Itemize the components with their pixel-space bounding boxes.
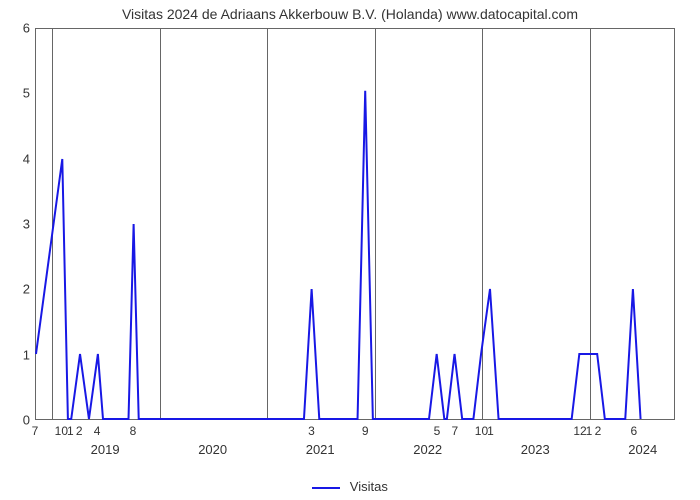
x-axis-minor-label: 7 bbox=[451, 424, 458, 438]
x-axis-minor-label: 5 bbox=[434, 424, 441, 438]
x-axis-minor-label: 6 bbox=[630, 424, 637, 438]
x-axis-major-label: 2020 bbox=[198, 442, 227, 457]
x-axis-major-label: 2021 bbox=[306, 442, 335, 457]
x-axis-minor-label: 1 bbox=[67, 424, 74, 438]
y-axis-tick-label: 0 bbox=[0, 413, 30, 428]
x-axis-minor-label: 4 bbox=[94, 424, 101, 438]
x-axis-minor-label: 9 bbox=[362, 424, 369, 438]
chart-plot-area bbox=[35, 28, 675, 420]
x-axis-minor-label: 2 bbox=[595, 424, 602, 438]
x-axis-minor-label: 8 bbox=[130, 424, 137, 438]
x-axis-minor-label: 2 bbox=[76, 424, 83, 438]
y-axis-tick-label: 2 bbox=[0, 282, 30, 297]
x-axis-major-label: 2022 bbox=[413, 442, 442, 457]
y-axis-tick-label: 3 bbox=[0, 217, 30, 232]
x-axis-minor-label: 1 bbox=[487, 424, 494, 438]
x-axis-major-label: 2019 bbox=[91, 442, 120, 457]
y-axis-tick-label: 6 bbox=[0, 21, 30, 36]
legend-label: Visitas bbox=[350, 479, 388, 494]
x-axis-minor-label: 7 bbox=[32, 424, 39, 438]
x-axis-major-label: 2023 bbox=[521, 442, 550, 457]
chart-title: Visitas 2024 de Adriaans Akkerbouw B.V. … bbox=[0, 0, 700, 24]
legend: Visitas bbox=[0, 479, 700, 494]
x-axis-major-label: 2024 bbox=[628, 442, 657, 457]
y-axis-tick-label: 1 bbox=[0, 347, 30, 362]
x-axis-minor-label: 1 bbox=[586, 424, 593, 438]
line-series bbox=[36, 29, 674, 419]
y-axis-tick-label: 4 bbox=[0, 151, 30, 166]
y-axis-tick-label: 5 bbox=[0, 86, 30, 101]
legend-swatch bbox=[312, 487, 340, 489]
x-axis-minor-label: 3 bbox=[308, 424, 315, 438]
